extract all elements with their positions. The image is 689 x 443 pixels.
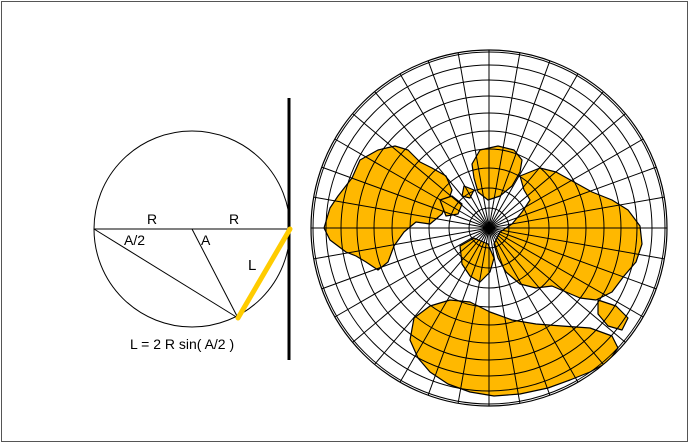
- meridian-line: [352, 227, 490, 343]
- meridian-line: [457, 227, 490, 404]
- meridian-line: [488, 60, 551, 229]
- chord-label: L: [248, 257, 256, 274]
- meridian-line: [488, 227, 657, 290]
- map-outline: [310, 49, 668, 407]
- meridian-line: [457, 52, 490, 229]
- meridian-line: [321, 166, 490, 229]
- greenland-land: [471, 145, 523, 201]
- formula-label: L = 2 R sin( A/2 ): [130, 336, 234, 352]
- meridian-line: [488, 73, 579, 229]
- meridian-line: [313, 227, 490, 260]
- diagram-labels: R R A/2 A L L = 2 R sin( A/2 ): [124, 211, 256, 352]
- meridian-line: [488, 52, 521, 229]
- meridian-line: [321, 227, 490, 290]
- radius-label-right: R: [229, 211, 239, 227]
- meridian-line: [374, 91, 490, 229]
- map-graticule: [311, 50, 667, 406]
- angle-label: A: [201, 232, 211, 248]
- meridian-line: [488, 91, 604, 229]
- meridian-line: [488, 166, 657, 229]
- meridian-line: [488, 227, 665, 260]
- meridian-line: [488, 196, 665, 229]
- half-angle-label: A/2: [124, 232, 145, 248]
- meridian-line: [488, 138, 644, 229]
- meridian-line: [374, 227, 490, 365]
- meridian-line: [334, 138, 490, 229]
- meridian-line: [399, 73, 490, 229]
- meridian-line: [488, 227, 604, 365]
- meridian-line: [427, 60, 490, 229]
- chord-from-left-line: [93, 228, 239, 319]
- radius-to-chord-end-line: [191, 228, 239, 319]
- radius-label-left: R: [147, 211, 157, 227]
- meridian-line: [488, 113, 626, 229]
- meridian-line: [313, 196, 490, 229]
- chord-length-line: [235, 226, 293, 321]
- azimuthal-map: [310, 49, 668, 407]
- meridian-line: [334, 227, 490, 318]
- meridian-line: [488, 227, 521, 404]
- chord-diagram: [93, 98, 293, 360]
- meridian-line: [488, 227, 579, 383]
- meridian-line: [427, 227, 490, 396]
- meridian-line: [488, 227, 551, 396]
- meridian-line: [399, 227, 490, 383]
- meridian-line: [488, 227, 626, 343]
- southeast-asia-land: [597, 299, 629, 331]
- meridian-line: [352, 113, 490, 229]
- meridian-line: [488, 227, 644, 318]
